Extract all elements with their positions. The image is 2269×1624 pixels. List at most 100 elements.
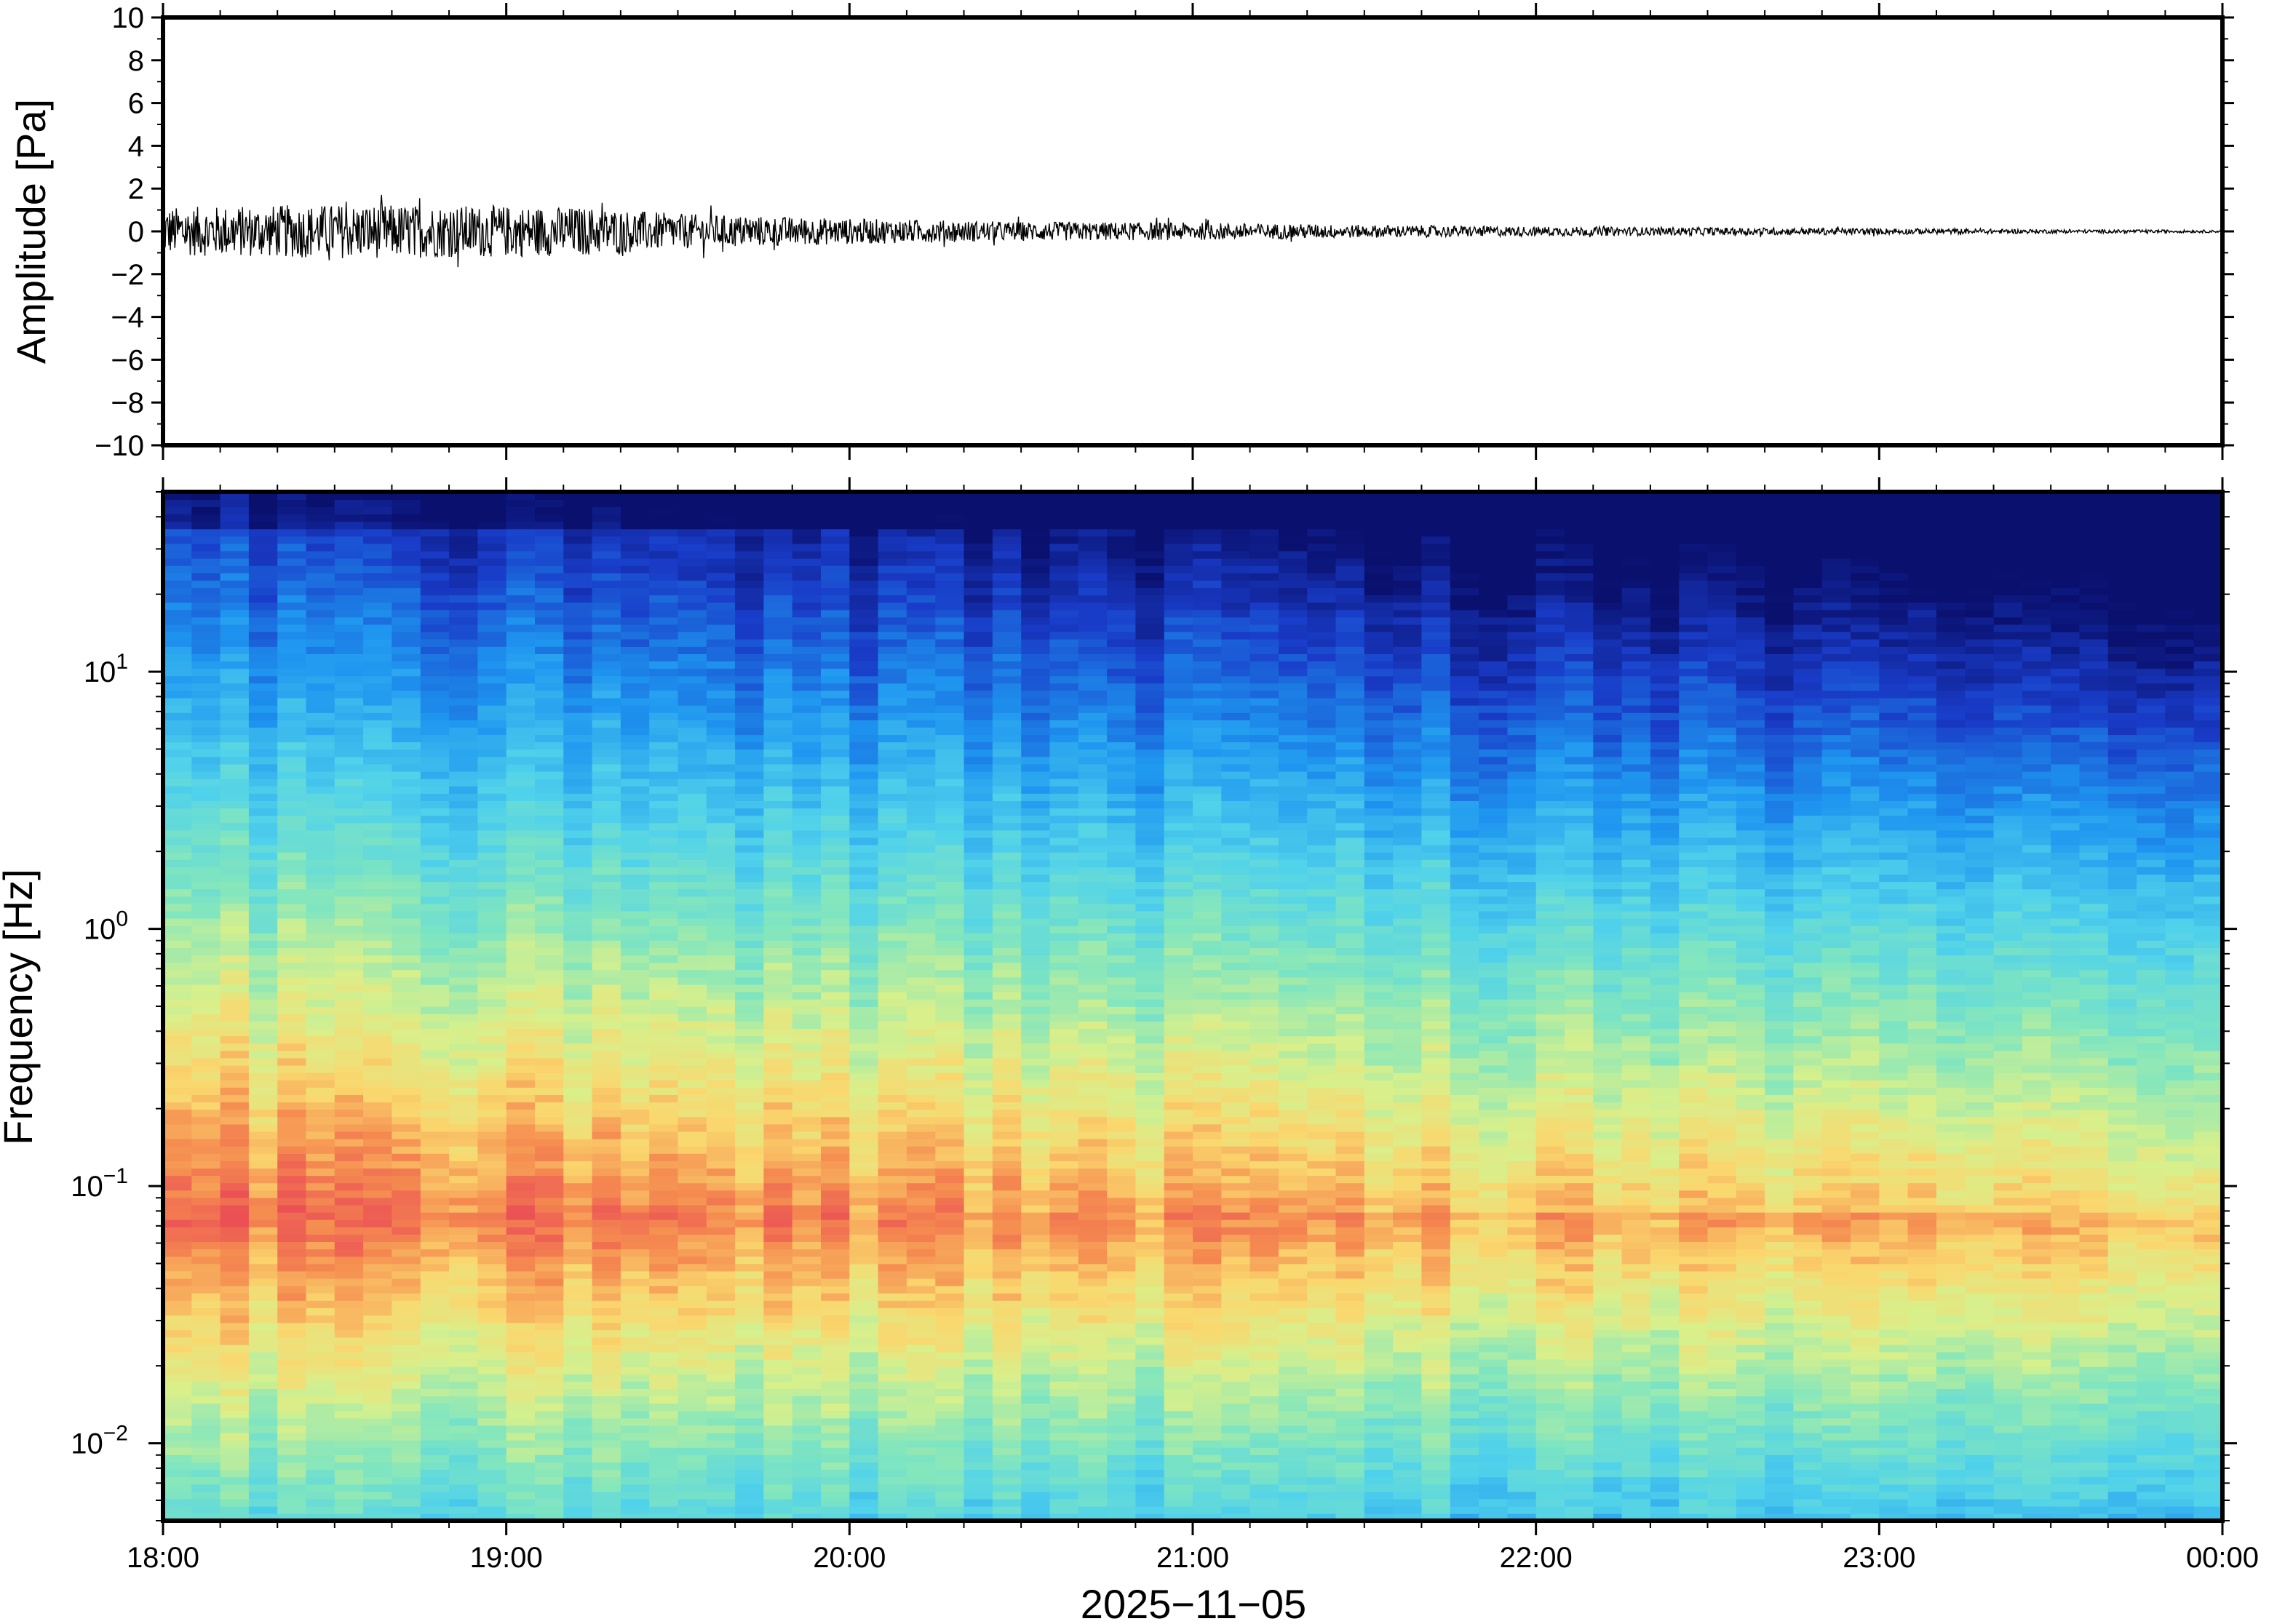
- spectrogram-cell: [935, 1035, 965, 1044]
- spectrogram-cell: [992, 602, 1022, 610]
- spectrogram-cell: [849, 557, 879, 566]
- spectrogram-cell: [821, 1358, 851, 1367]
- spectrogram-cell: [306, 1057, 335, 1066]
- spectrogram-cell: [535, 587, 565, 596]
- spectrogram-cell: [163, 837, 193, 845]
- spectrogram-cell: [592, 521, 621, 530]
- spectrogram-cell: [1078, 1410, 1108, 1419]
- spectrogram-cell: [1078, 1351, 1108, 1360]
- spectrogram-cell: [878, 1263, 907, 1272]
- spectrogram-cell: [706, 536, 736, 544]
- spectrogram-cell: [220, 763, 250, 772]
- spectrogram-cell: [392, 1102, 421, 1110]
- spectrogram-cell: [477, 881, 507, 890]
- spectrogram-cell: [992, 1270, 1022, 1279]
- spectrogram-cell: [334, 1021, 364, 1030]
- spectrogram-cell: [420, 1417, 450, 1426]
- spectrogram-cell: [563, 962, 593, 971]
- spectrogram-cell: [935, 668, 965, 677]
- spectrogram-cell: [592, 1344, 621, 1353]
- amplitude-axis-title: Amplitude [Pa]: [8, 99, 54, 364]
- spectrogram-cell: [535, 910, 565, 919]
- spectrogram-cell: [277, 1123, 307, 1132]
- spectrogram-cell: [935, 888, 965, 897]
- spectrogram-cell: [306, 903, 335, 912]
- spectrogram-cell: [706, 639, 736, 647]
- spectrogram-cell: [1021, 786, 1051, 794]
- spectrogram-cell: [506, 1388, 536, 1397]
- spectrogram-cell: [306, 778, 335, 787]
- spectrogram-cell: [163, 616, 193, 625]
- spectrogram-cell: [535, 1447, 565, 1455]
- spectrogram-cell: [878, 1050, 907, 1059]
- spectrogram-cell: [506, 704, 536, 713]
- spectrogram-cell: [677, 933, 707, 941]
- spectrogram-cell: [735, 786, 765, 794]
- spectrogram-cell: [1049, 851, 1079, 860]
- spectrogram-cell: [563, 1410, 593, 1419]
- spectrogram-cell: [592, 756, 621, 765]
- spectrogram-cell: [220, 808, 250, 816]
- spectrogram-cell: [248, 1396, 278, 1404]
- spectrogram-cell: [649, 1249, 679, 1257]
- spectrogram-cell: [163, 734, 193, 743]
- spectrogram-cell: [392, 1204, 421, 1213]
- spectrogram-cell: [649, 749, 679, 757]
- spectrogram-cell: [363, 492, 393, 500]
- spectrogram-cell: [849, 704, 879, 713]
- spectrogram-cell: [163, 763, 193, 772]
- spectrogram-cell: [1021, 867, 1051, 875]
- spectrogram-cell: [706, 609, 736, 618]
- spectrogram-cell: [1049, 903, 1079, 912]
- spectrogram-cell: [620, 1028, 650, 1037]
- spectrogram-cell: [849, 969, 879, 978]
- spectrogram-cell: [878, 1484, 907, 1492]
- spectrogram-cell: [1135, 851, 1165, 860]
- spectrogram-cell: [992, 1153, 1022, 1161]
- spectrogram-cell: [248, 1307, 278, 1315]
- spectrogram-cell: [821, 536, 851, 544]
- spectrogram-cell: [420, 1087, 450, 1095]
- spectrogram-cell: [620, 1351, 650, 1360]
- spectrogram-cell: [420, 976, 450, 985]
- spectrogram-cell: [1078, 492, 1108, 500]
- spectrogram-cell: [220, 1454, 250, 1462]
- spectrogram-cell: [620, 962, 650, 971]
- spectrogram-cell: [592, 793, 621, 801]
- spectrogram-cell: [449, 1322, 479, 1331]
- spectrogram-cell: [849, 896, 879, 904]
- spectrogram-cell: [963, 1366, 993, 1374]
- spectrogram-cell: [277, 1322, 307, 1331]
- spectrogram-cell: [535, 1498, 565, 1507]
- spectrogram-cell: [1107, 1087, 1137, 1095]
- spectrogram-cell: [392, 1329, 421, 1338]
- spectrogram-cell: [677, 675, 707, 684]
- spectrogram-cell: [191, 565, 221, 573]
- spectrogram-cell: [620, 1064, 650, 1073]
- spectrogram-cell: [248, 668, 278, 677]
- spectrogram-cell: [935, 616, 965, 625]
- spectrogram-cell: [163, 1513, 193, 1521]
- spectrogram-cell: [649, 1211, 679, 1220]
- spectrogram-cell: [706, 763, 736, 772]
- spectrogram-cell: [506, 631, 536, 640]
- spectrogram-cell: [1049, 1329, 1079, 1338]
- spectrogram-cell: [191, 639, 221, 647]
- spectrogram-cell: [277, 528, 307, 537]
- spectrogram-cell: [992, 1285, 1022, 1294]
- spectrogram-cell: [649, 859, 679, 867]
- spectrogram-cell: [449, 1447, 479, 1455]
- spectrogram-cell: [1078, 1197, 1108, 1206]
- spectrogram-cell: [849, 815, 879, 824]
- spectrogram-cell: [706, 1035, 736, 1044]
- spectrogram-cell: [477, 998, 507, 1007]
- spectrogram-cell: [248, 1315, 278, 1324]
- spectrogram-cell: [792, 991, 822, 1000]
- spectrogram-cell: [1021, 550, 1051, 559]
- spectrogram-cell: [449, 991, 479, 1000]
- spectrogram-cell: [649, 815, 679, 824]
- spectrogram-cell: [306, 1292, 335, 1301]
- spectrogram-cell: [935, 763, 965, 772]
- spectrogram-cell: [992, 720, 1022, 728]
- spectrogram-cell: [220, 1396, 250, 1404]
